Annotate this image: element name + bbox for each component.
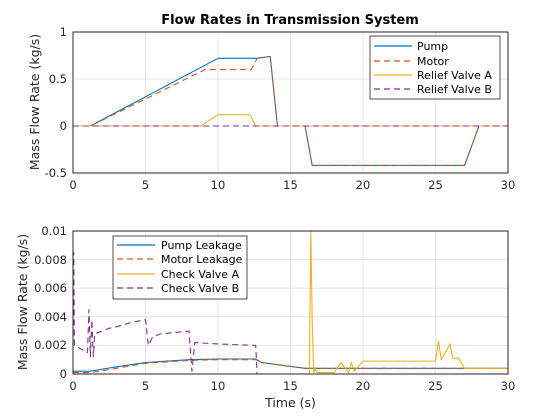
legend-label-check-valve-b: Check Valve B	[161, 282, 239, 295]
top-x-tick-label: 25	[428, 178, 443, 192]
bottom-y-tick-label: 0	[60, 367, 67, 381]
top-chart: Flow Rates in Transmission System 0 5 10…	[27, 13, 515, 192]
bottom-chart: 0 5 10 15 20 25 30 0 0.002 0.004 0.006 0…	[15, 224, 515, 410]
legend-label-motor: Motor	[417, 55, 449, 68]
legend-label-relief-valve-a: Relief Valve A	[417, 69, 492, 82]
top-y-tick-label: 0	[60, 119, 67, 133]
series-line-motor	[73, 55, 508, 167]
bottom-x-tick-label: 20	[356, 379, 371, 393]
series-line-motor-leakage	[73, 359, 508, 374]
bottom-y-tick-label: 0.008	[34, 253, 67, 267]
legend-label-motor-leakage: Motor Leakage	[161, 253, 243, 266]
bottom-y-tick-label: 0.004	[34, 310, 67, 324]
bottom-x-tick-label: 0	[69, 379, 76, 393]
top-legend-box	[369, 35, 501, 100]
top-plot-frame	[72, 31, 509, 174]
bottom-series-lines	[72, 230, 508, 375]
top-chart-title: Flow Rates in Transmission System	[161, 13, 419, 28]
series-line-check-valve-a	[73, 230, 508, 375]
top-x-tick-label: 20	[356, 178, 371, 192]
legend-label-check-valve-a: Check Valve A	[161, 268, 240, 281]
bottom-legend-box	[112, 235, 248, 300]
top-x-tick-label: 15	[283, 178, 298, 192]
top-x-tick-label: 10	[211, 178, 226, 192]
legend-label-pump-leakage: Pump Leakage	[161, 239, 242, 252]
bottom-y-axis-label: Mass Flow Rate (kg/s)	[15, 234, 30, 370]
top-y-axis-label: Mass Flow Rate (kg/s)	[27, 34, 42, 170]
bottom-x-tick-label: 5	[142, 379, 149, 393]
legend-label-relief-valve-b: Relief Valve B	[417, 83, 492, 96]
top-y-tick-label: 1	[60, 25, 67, 39]
series-line-check-valve-b	[72, 251, 508, 375]
top-x-tick-label: 30	[501, 178, 516, 192]
bottom-plot-frame	[72, 230, 509, 375]
bottom-y-tick-label: 0.01	[41, 224, 67, 238]
bottom-x-axis-label: Time (s)	[264, 395, 316, 410]
bottom-y-tick-label: 0.006	[34, 281, 67, 295]
top-series-lines	[73, 55, 508, 167]
bottom-legend: Pump Leakage Motor Leakage Check Valve A…	[112, 235, 248, 300]
top-y-tick-label: 0.5	[49, 72, 67, 86]
bottom-x-tick-label: 25	[428, 379, 443, 393]
legend-label-pump: Pump	[417, 40, 448, 53]
top-x-tick-label: 5	[142, 178, 149, 192]
bottom-y-tick-label: 0.002	[34, 338, 67, 352]
top-x-tick-label: 0	[69, 178, 76, 192]
top-y-tick-label: -0.5	[45, 166, 67, 180]
bottom-x-tick-label: 30	[501, 379, 516, 393]
top-legend: Pump Motor Relief Valve A Relief Valve B	[369, 35, 501, 100]
bottom-x-tick-label: 10	[211, 379, 226, 393]
bottom-x-tick-label: 15	[283, 379, 298, 393]
